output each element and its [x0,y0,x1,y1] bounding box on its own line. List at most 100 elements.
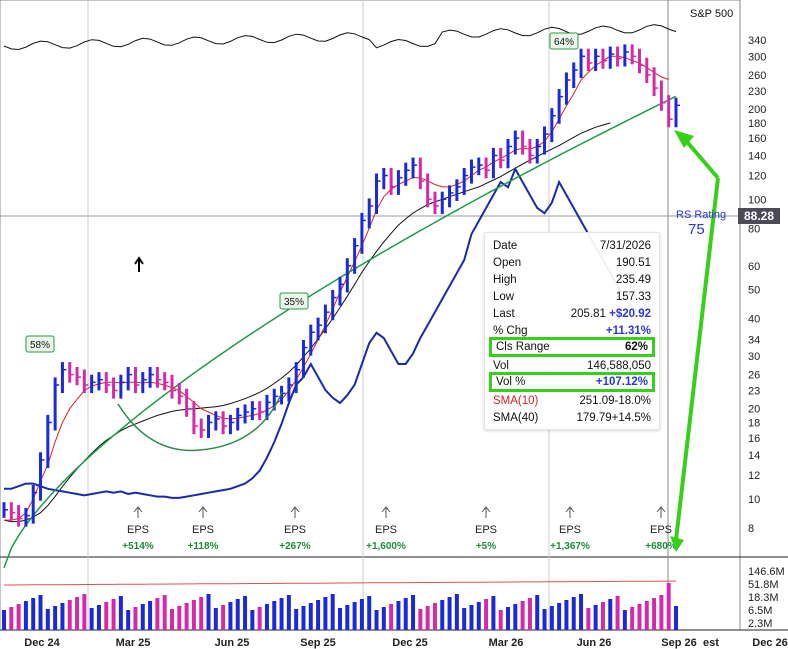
eps-arrow [133,506,143,518]
volume-bar [67,600,72,630]
volume-bar [520,601,525,630]
date-extra-label: est [703,637,719,649]
eps-change: +514% [122,541,154,552]
price-tick-label: 30 [748,351,760,363]
rs-badge: 88.28 [738,208,780,224]
volume-bar [352,602,357,630]
volume-bar [133,607,138,630]
volume-bar [411,595,416,630]
date-axis: Dec 24 Mar 25 Jun 25 Sep 25 Dec 25 Mar 26 Jun … [24,637,787,649]
volume-bar [23,601,28,630]
volume-bar [615,596,620,630]
tooltip-row-date: Date 7/31/2026 [493,239,651,252]
volume-bar [191,600,196,630]
volume-bar [213,608,218,630]
volume-bar [104,602,109,630]
volume-bar [126,610,131,630]
volume-bar [652,598,657,630]
volume-bar [264,604,269,630]
volume-bar [243,596,248,630]
volume-bar [374,610,379,630]
volume-bar [330,594,335,630]
volume-bar [16,604,21,630]
volume-bar [608,599,613,630]
date-tick-label: Jun 25 [215,637,250,649]
tooltip-row-cls-range: Cls Range 62% [489,337,655,357]
eps-change: +267% [279,541,311,552]
eps-change: +5% [476,541,496,552]
eps-label: EPS [475,524,497,536]
volume-bar [184,603,189,630]
volume-bar [272,601,277,630]
base-label: 58% [30,340,50,351]
price-tick-label: 12 [748,470,760,482]
volume-bar [82,594,87,630]
volume-bar [206,594,211,630]
volume-bar [118,596,123,630]
eps-arrow [290,506,300,518]
sp500-line [3,24,677,51]
eps-change: +118% [188,541,219,552]
date-tick-label: Sep 26 [661,637,696,649]
volume-bar [549,606,554,630]
volume-bar [60,603,65,630]
volume-tick-label: 51.8M [748,579,779,591]
base-box [279,292,309,310]
volume-bar [498,610,503,630]
price-tick-label: 80 [748,223,760,235]
price-tick-label: 340 [748,35,766,47]
volume-bar [294,609,299,630]
price-tick-label: 160 [748,133,766,145]
volume-bar [45,609,50,630]
volume-bars [2,580,678,630]
volume-bar [644,601,649,630]
eps-label: EPS [127,524,149,536]
volume-bar [469,605,474,630]
volume-tick-label: 146.6M [748,566,785,578]
volume-ma [4,580,677,586]
price-tick-label: 230 [748,86,766,98]
eps-label: EPS [650,524,672,536]
volume-bar [535,595,540,630]
volume-bar [381,607,386,630]
price-tick-label: 20 [748,404,760,416]
volume-bar [630,607,635,630]
annotations: EPS +514% EPS +118% EPS +267% EPS +1,600% EPS +5%… [25,32,720,552]
volume-bar [75,597,80,630]
eps-change: +1,367% [550,541,590,552]
tooltip-row-last: Last 205.81 +$20.92 [493,307,651,320]
volume-bar [155,598,160,630]
price-tick-label: 180 [748,118,766,130]
tooltip-row-vol: Vol 146,588,050 [493,359,651,372]
volume-bar [31,598,36,630]
volume-bar [140,604,145,630]
callout-arrowhead [670,536,684,552]
date-tick-label: Jun 26 [577,637,612,649]
eps-label: EPS [192,524,214,536]
rs-line [4,166,655,499]
base-label: 64% [554,37,574,48]
volume-bar [177,606,182,630]
volume-bar [359,599,364,630]
volume-bar [338,608,342,630]
volume-bar [228,602,233,630]
volume-bar [454,594,459,630]
tooltip-row-sma40: SMA(40) 179.79+14.5% [493,411,651,424]
volume-bar [367,596,372,630]
price-tick-label: 260 [748,70,766,82]
index-label: S&P 500 [690,8,734,20]
price-tick-label: 14 [748,450,760,462]
volume-bar [96,605,101,630]
price-tick-label: 50 [748,284,760,296]
tooltip-row-sma10: SMA(10) 251.09-18.0% [493,394,651,407]
date-tick-label: Sep 25 [300,637,335,649]
rs-rating-label: RS Rating [676,209,727,221]
volume-bar [564,600,569,630]
volume-bar [2,610,6,630]
volume-bar [571,597,576,630]
sp500-path [3,24,677,51]
price-bars [2,44,680,527]
price-tick-label: 8 [748,523,754,535]
